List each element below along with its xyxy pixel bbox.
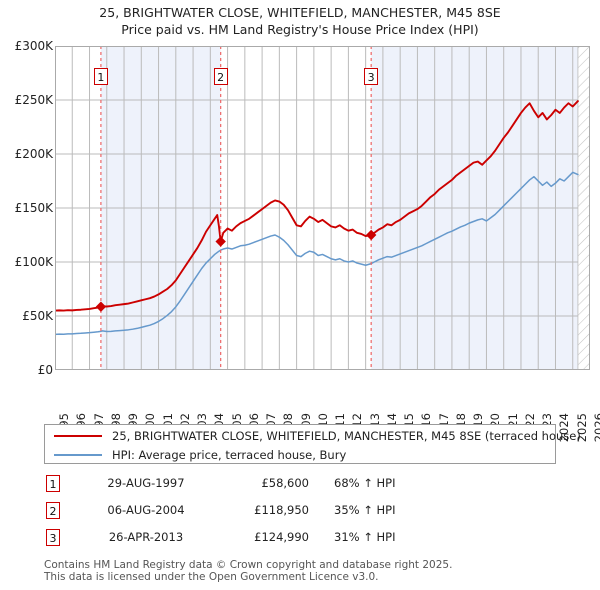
- footer-line-copyright: Contains HM Land Registry data © Crown c…: [44, 559, 453, 571]
- transaction-hpi-delta: 35% ↑ HPI: [334, 503, 396, 517]
- chart-svg: [55, 46, 590, 370]
- transaction-price: £124,990: [254, 530, 309, 544]
- legend-color-swatch: [54, 435, 102, 437]
- event-marker-box-2[interactable]: 2: [213, 68, 228, 85]
- y-axis-tick-label: £300K: [14, 39, 53, 53]
- series-line-price-paid: [55, 100, 579, 312]
- event-dot-2: [215, 236, 226, 247]
- transaction-price: £118,950: [254, 503, 309, 517]
- event-marker-box-1[interactable]: 1: [93, 68, 108, 85]
- legend-color-swatch: [54, 454, 102, 456]
- legend-label: HPI: Average price, terraced house, Bury: [112, 447, 347, 462]
- plot-border: [55, 46, 590, 370]
- event-lines: [100, 46, 372, 370]
- transaction-badge[interactable]: 1: [46, 475, 60, 492]
- event-dot-1: [95, 301, 107, 312]
- transaction-badge[interactable]: 2: [46, 502, 60, 519]
- y-axis: £0 £50K £100K £150K £200K £250K £300K: [0, 40, 53, 376]
- y-axis-tick-label: £50K: [22, 309, 53, 323]
- transactions-table: 1 29-AUG-1997 £58,600 68% ↑ HPI 2 06-AUG-2004…: [44, 472, 464, 553]
- y-axis-tick-label: £150K: [14, 201, 53, 215]
- transaction-price: £58,600: [261, 476, 309, 490]
- y-axis-tick-label: £100K: [14, 255, 53, 269]
- no-data-hatch: [577, 46, 590, 370]
- x-axis: 1995199619971998199920002001200220032004…: [55, 373, 600, 442]
- y-axis-tick-label: £0: [37, 363, 53, 377]
- transaction-hpi-delta: 31% ↑ HPI: [334, 530, 396, 544]
- event-dot-3: [365, 229, 377, 241]
- transaction-date: 06-AUG-2004: [107, 503, 185, 517]
- legend-entry: 25, BRIGHTWATER CLOSE, WHITEFIELD, MANCH…: [45, 426, 581, 446]
- series-line-hpi: [55, 171, 579, 336]
- title-line-subtitle: Price paid vs. HM Land Registry's House …: [121, 22, 479, 37]
- table-row: 1 29-AUG-1997 £58,600 68% ↑ HPI: [44, 472, 464, 499]
- transaction-date: 29-AUG-1997: [107, 476, 185, 490]
- event-marker-box-3[interactable]: 3: [364, 68, 379, 85]
- table-row: 2 06-AUG-2004 £118,950 35% ↑ HPI: [44, 499, 464, 526]
- transaction-date: 26-APR-2013: [108, 530, 184, 544]
- footer-attribution: Contains HM Land Registry data © Crown c…: [44, 559, 584, 583]
- legend-label: 25, BRIGHTWATER CLOSE, WHITEFIELD, MANCH…: [112, 428, 581, 443]
- table-row: 3 26-APR-2013 £124,990 31% ↑ HPI: [44, 526, 464, 553]
- y-axis-tick-label: £200K: [14, 147, 53, 161]
- event-dots: [95, 229, 377, 312]
- page-title: 25, BRIGHTWATER CLOSE, WHITEFIELD, MANCH…: [0, 4, 600, 38]
- no-data-region: [577, 46, 590, 370]
- chart-legend: 25, BRIGHTWATER CLOSE, WHITEFIELD, MANCH…: [44, 424, 581, 465]
- footer-line-licence: This data is licensed under the Open Gov…: [44, 571, 379, 583]
- series-lines: [55, 100, 579, 336]
- legend-entry: HPI: Average price, terraced house, Bury: [45, 445, 555, 465]
- chart-plot-area: 1 2 3: [55, 46, 590, 370]
- title-line-address: 25, BRIGHTWATER CLOSE, WHITEFIELD, MANCH…: [99, 5, 501, 20]
- x-axis-tick-label: 2026: [592, 413, 600, 443]
- grid-lines: [55, 46, 590, 370]
- transaction-badge[interactable]: 3: [46, 529, 60, 546]
- transaction-hpi-delta: 68% ↑ HPI: [334, 476, 396, 490]
- y-axis-tick-label: £250K: [14, 93, 53, 107]
